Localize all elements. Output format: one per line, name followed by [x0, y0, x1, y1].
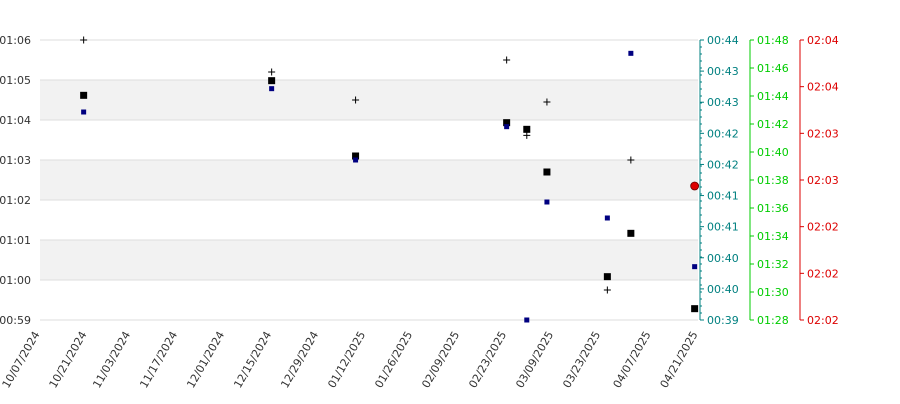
right-tick-label: 01:36 [757, 202, 789, 215]
x-tick-label: 02/09/2025 [419, 329, 462, 390]
x-tick-label: 03/09/2025 [513, 329, 556, 390]
small-square-point [692, 264, 698, 270]
square-point [503, 119, 511, 127]
right-axes: 00:44 00:43 00:43 00:42 00:42 00:41 00:41 00:40… [699, 34, 839, 327]
small-square-point [81, 109, 87, 115]
right-tick-label: 00:42 [707, 158, 739, 171]
x-tick-label: 12/15/2024 [231, 329, 274, 390]
plot-band [40, 240, 698, 280]
right-tick-label: 00:40 [707, 283, 739, 296]
plot-bands [40, 80, 698, 280]
left-tick-label: 00:59 [0, 314, 31, 327]
x-tick-label: 12/29/2024 [278, 329, 321, 390]
square-point [691, 305, 699, 313]
plus-point [268, 68, 276, 76]
small-square-point [628, 50, 634, 56]
left-tick-label: 01:02 [0, 194, 31, 207]
x-tick-label: 01/26/2025 [372, 329, 415, 390]
right-tick-label: 01:48 [757, 34, 789, 47]
x-tick-label: 02/23/2025 [466, 329, 509, 390]
right-tick-label: 02:03 [807, 127, 839, 140]
x-tick-label: 04/07/2025 [611, 329, 654, 390]
plot-grid [40, 39, 698, 321]
x-tick-label: 12/01/2024 [184, 329, 227, 390]
plot-band [40, 80, 698, 120]
left-tick-label: 01:03 [0, 154, 31, 167]
left-tick-label: 01:06 [0, 34, 31, 47]
right-tick-label: 01:32 [757, 258, 789, 271]
right-tick-label: 00:39 [707, 314, 739, 327]
square-point [627, 229, 635, 237]
right-tick-label: 01:34 [757, 230, 789, 243]
plus-point [352, 96, 360, 104]
plot-band [40, 160, 698, 200]
plus-point [543, 98, 551, 106]
right-tick-label: 01:40 [757, 146, 789, 159]
square-point [80, 91, 88, 99]
right-tick-label: 01:30 [757, 286, 789, 299]
x-tick-label: 11/03/2024 [90, 329, 133, 390]
plus-point [523, 131, 531, 139]
right-tick-label: 00:41 [707, 190, 739, 203]
x-tick-label: 03/23/2025 [560, 329, 603, 390]
square-point [268, 77, 276, 85]
data-marks [80, 36, 700, 323]
plus-point [627, 156, 635, 164]
left-tick-label: 01:04 [0, 114, 31, 127]
left-tick-label: 01:01 [0, 234, 31, 247]
plus-point [603, 286, 611, 294]
right-tick-label: 02:04 [807, 34, 839, 47]
right-tick-label: 00:44 [707, 34, 739, 47]
x-tick-label: 10/07/2024 [0, 329, 43, 390]
small-square-point [269, 86, 275, 92]
small-square-point [504, 124, 510, 130]
right-tick-label: 00:43 [707, 65, 739, 78]
right-tick-label: 01:28 [757, 314, 789, 327]
right-tick-label: 01:44 [757, 90, 789, 103]
right-tick-label: 02:02 [807, 267, 839, 280]
right-tick-label: 00:41 [707, 221, 739, 234]
small-square-point [353, 157, 359, 163]
left-tick-label: 01:00 [0, 274, 31, 287]
right-tick-label: 00:43 [707, 96, 739, 109]
square-point [603, 273, 611, 281]
right-tick-label: 01:42 [757, 118, 789, 131]
right-tick-label: 00:40 [707, 252, 739, 265]
square-point [523, 125, 531, 133]
x-tick-label: 10/21/2024 [47, 329, 90, 390]
small-square-point [524, 317, 530, 323]
right-tick-label: 02:03 [807, 174, 839, 187]
plus-point [503, 56, 511, 64]
left-tick-label: 01:05 [0, 74, 31, 87]
right-tick-label: 01:38 [757, 174, 789, 187]
x-tick-label: 01/12/2025 [325, 329, 368, 390]
right-tick-label: 00:42 [707, 127, 739, 140]
right-tick-label: 02:02 [807, 221, 839, 234]
x-tick-label: 04/21/2025 [658, 329, 701, 390]
x-tick-label: 11/17/2024 [137, 329, 180, 390]
x-axis: 10/07/2024 10/21/2024 11/03/2024 11/17/2024… [0, 329, 701, 390]
right-tick-label: 01:46 [757, 62, 789, 75]
small-square-point [544, 199, 550, 205]
right-tick-label: 02:04 [807, 81, 839, 94]
small-square-point [604, 215, 610, 221]
square-point [543, 168, 551, 176]
plus-point [80, 36, 88, 44]
square-point [352, 152, 360, 160]
left-axis: 01:06 01:05 01:04 01:03 01:02 01:01 01:00 00:59 [0, 34, 31, 327]
right-tick-label: 02:02 [807, 314, 839, 327]
circle-point [690, 181, 700, 191]
